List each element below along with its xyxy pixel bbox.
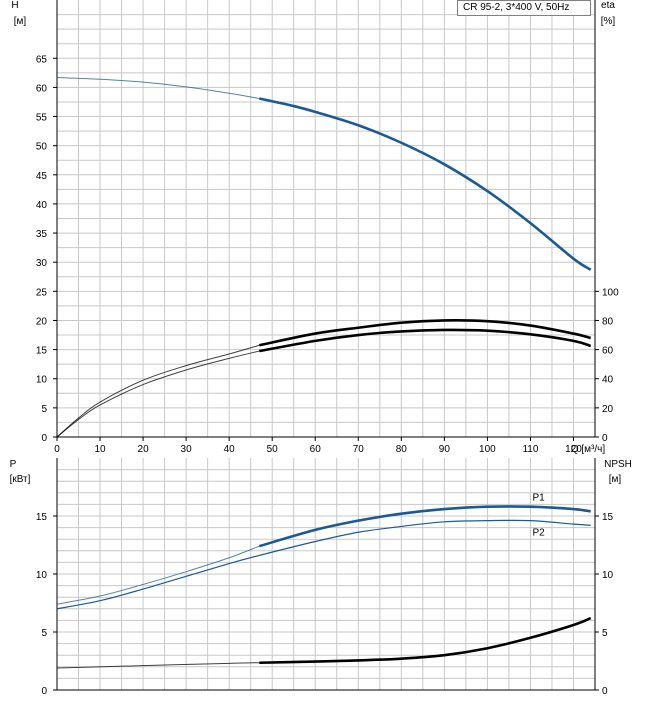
y-axis-unit-right: [%] xyxy=(601,16,616,27)
y-tick-label-left: 45 xyxy=(36,171,48,182)
curve-eta_lower-operating xyxy=(259,328,592,353)
chart-title-legend: CR 95-2, 3*400 V, 50Hz xyxy=(457,0,591,16)
y-tick-label-left: 15 xyxy=(36,346,48,357)
y-tick-label-right: 80 xyxy=(602,316,614,327)
curve-p1-extended xyxy=(56,545,260,605)
x-tick-label: 90 xyxy=(439,444,451,455)
y-tick-label-left: 30 xyxy=(36,258,48,269)
x-tick-label: 10 xyxy=(94,444,106,455)
x-tick-label: 70 xyxy=(353,444,365,455)
curve-eta_upper-operating xyxy=(259,319,592,347)
y-tick-label-right: 0 xyxy=(602,686,608,697)
y-tick-label-right: 20 xyxy=(602,404,614,415)
y-tick-label-left: 5 xyxy=(41,628,47,639)
x-tick-label: 0 xyxy=(54,444,60,455)
x-tick-label: 80 xyxy=(396,444,408,455)
series-label-p2: P2 xyxy=(532,528,545,539)
x-tick-label: 20 xyxy=(138,444,150,455)
y-tick-label-right: 15 xyxy=(602,512,614,523)
y-tick-label-right: 100 xyxy=(602,287,619,298)
y-tick-label-right: 40 xyxy=(602,375,614,386)
y-tick-label-left: 40 xyxy=(36,200,48,211)
curve-npsh-operating xyxy=(259,616,592,665)
y-axis-unit-right: [м] xyxy=(609,474,622,485)
x-tick-label: 100 xyxy=(479,444,496,455)
y-tick-label-left: 0 xyxy=(41,686,47,697)
curve-h-operating xyxy=(259,97,592,271)
curve-eta_lower-extended xyxy=(56,350,260,438)
y-tick-label-left: 15 xyxy=(36,512,48,523)
y-tick-label-right: 0 xyxy=(602,433,608,444)
y-tick-label-left: 5 xyxy=(41,404,47,415)
curve-h-extended xyxy=(56,76,260,99)
y-axis-unit-left: [кВт] xyxy=(10,474,31,485)
y-tick-label-right: 10 xyxy=(602,570,614,581)
y-axis-unit-left: [м] xyxy=(14,16,27,27)
y-tick-label-left: 10 xyxy=(36,375,48,386)
series-label-p1: P1 xyxy=(532,493,545,504)
x-tick-label: 110 xyxy=(522,444,538,455)
y-tick-label-left: 50 xyxy=(36,142,48,153)
y-axis-label-left: H xyxy=(11,0,18,11)
y-tick-label-left: 10 xyxy=(36,570,48,581)
y-tick-label-left: 55 xyxy=(36,113,48,124)
y-tick-label-right: 60 xyxy=(602,346,614,357)
y-tick-label-left: 60 xyxy=(36,83,48,94)
y-tick-label-left: 0 xyxy=(41,433,47,444)
curve-npsh-extended xyxy=(56,662,260,669)
curve-eta_upper-extended xyxy=(56,344,260,438)
x-tick-label: 40 xyxy=(224,444,236,455)
x-tick-label: 120 xyxy=(565,444,582,455)
x-tick-label: 30 xyxy=(181,444,193,455)
y-tick-label-left: 65 xyxy=(36,54,48,65)
y-axis-label-right: eta xyxy=(601,0,615,11)
y-axis-label-left: P xyxy=(10,459,17,470)
x-tick-label: 50 xyxy=(267,444,279,455)
y-axis-label-right: NPSH xyxy=(604,459,632,470)
y-tick-label-left: 35 xyxy=(36,229,48,240)
x-axis-label: Q [м³/ч] xyxy=(571,444,606,455)
curve-p2 xyxy=(56,519,591,610)
x-tick-label: 60 xyxy=(310,444,322,455)
y-tick-label-right: 5 xyxy=(602,628,608,639)
y-tick-label-left: 25 xyxy=(36,287,48,298)
curve-p1-operating xyxy=(258,505,591,548)
y-tick-label-left: 20 xyxy=(36,316,48,327)
